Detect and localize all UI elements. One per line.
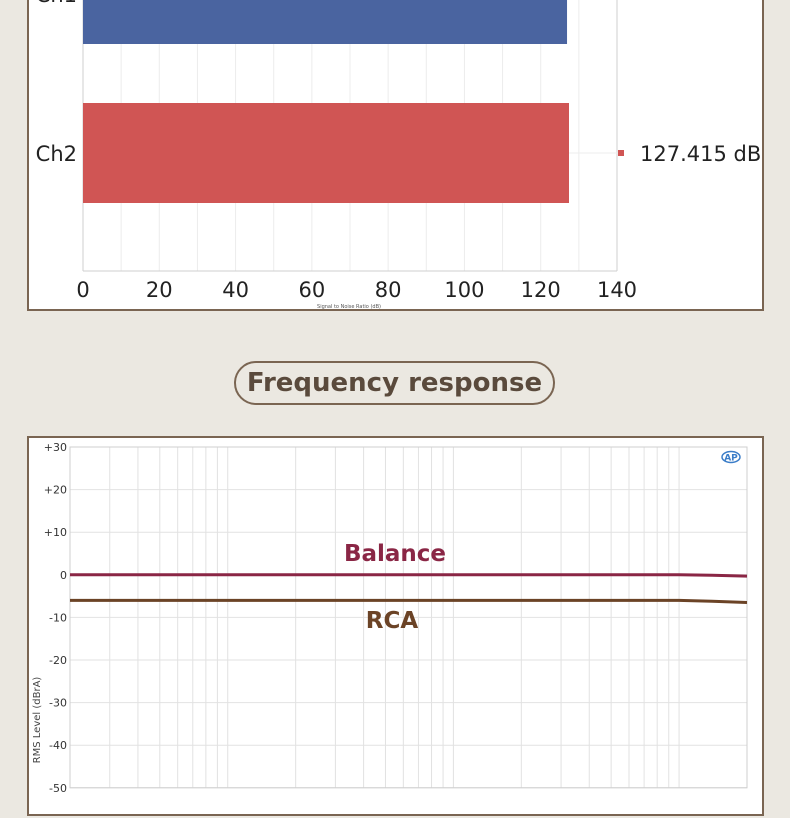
section-heading-pill: Frequency response bbox=[234, 361, 555, 405]
snr-x-tick-label: 120 bbox=[521, 278, 561, 302]
fr-series-label-balance: Balance bbox=[344, 541, 446, 567]
snr-category-label: Ch1 bbox=[36, 0, 77, 7]
snr-x-tick-label: 0 bbox=[76, 278, 89, 302]
snr-x-tick-label: 140 bbox=[597, 278, 637, 302]
snr-x-tick-label: 40 bbox=[222, 278, 249, 302]
fr-y-tick-label: +30 bbox=[44, 441, 67, 454]
snr-bar-ch1 bbox=[83, 0, 568, 44]
snr-x-tick-label: 100 bbox=[444, 278, 484, 302]
fr-y-tick-label: 0 bbox=[60, 569, 67, 582]
frequency-response-panel: +30 +20 +10 0 -10 -20 -30 -40 -50 Balance RCA RMS … bbox=[27, 436, 764, 816]
fr-plot-border bbox=[69, 446, 748, 789]
fr-y-axis-label: RMS Level (dBrA) bbox=[32, 677, 43, 764]
snr-chart-panel: 0 20 40 60 80 100 120 140 Ch1 Ch2 127.415 dB Signa… bbox=[27, 0, 764, 311]
fr-y-tick-label: +20 bbox=[44, 484, 67, 497]
fr-series-label-rca: RCA bbox=[366, 608, 419, 634]
fr-line-balance bbox=[70, 573, 748, 578]
ap-logo-icon: AP bbox=[721, 450, 741, 464]
fr-y-tick-label: -20 bbox=[49, 654, 67, 667]
frequency-response-chart: +30 +20 +10 0 -10 -20 -30 -40 -50 Balance RCA RMS … bbox=[32, 441, 748, 795]
snr-bar-chart: 0 20 40 60 80 100 120 140 Ch1 Ch2 127.415 dB Signa… bbox=[36, 0, 761, 310]
fr-y-tick-label: -30 bbox=[49, 697, 67, 710]
snr-legend-marker bbox=[618, 150, 624, 156]
snr-value-label: 127.415 dB bbox=[640, 142, 761, 166]
ap-logo-text: AP bbox=[724, 454, 738, 464]
fr-y-tick-label: -50 bbox=[49, 782, 67, 795]
snr-x-axis-label: Signal to Noise Ratio (dB) bbox=[317, 304, 381, 310]
snr-bar-ch2 bbox=[83, 103, 569, 203]
snr-x-tick-label: 20 bbox=[146, 278, 173, 302]
section-heading: Frequency response bbox=[246, 368, 543, 398]
fr-y-tick-label: -10 bbox=[49, 611, 67, 624]
snr-x-tick-label: 80 bbox=[375, 278, 402, 302]
snr-category-label: Ch2 bbox=[36, 142, 77, 166]
fr-y-tick-label: -40 bbox=[49, 739, 67, 752]
snr-x-tick-label: 60 bbox=[298, 278, 325, 302]
fr-y-tick-label: +10 bbox=[44, 526, 67, 539]
fr-line-rca bbox=[70, 598, 748, 604]
